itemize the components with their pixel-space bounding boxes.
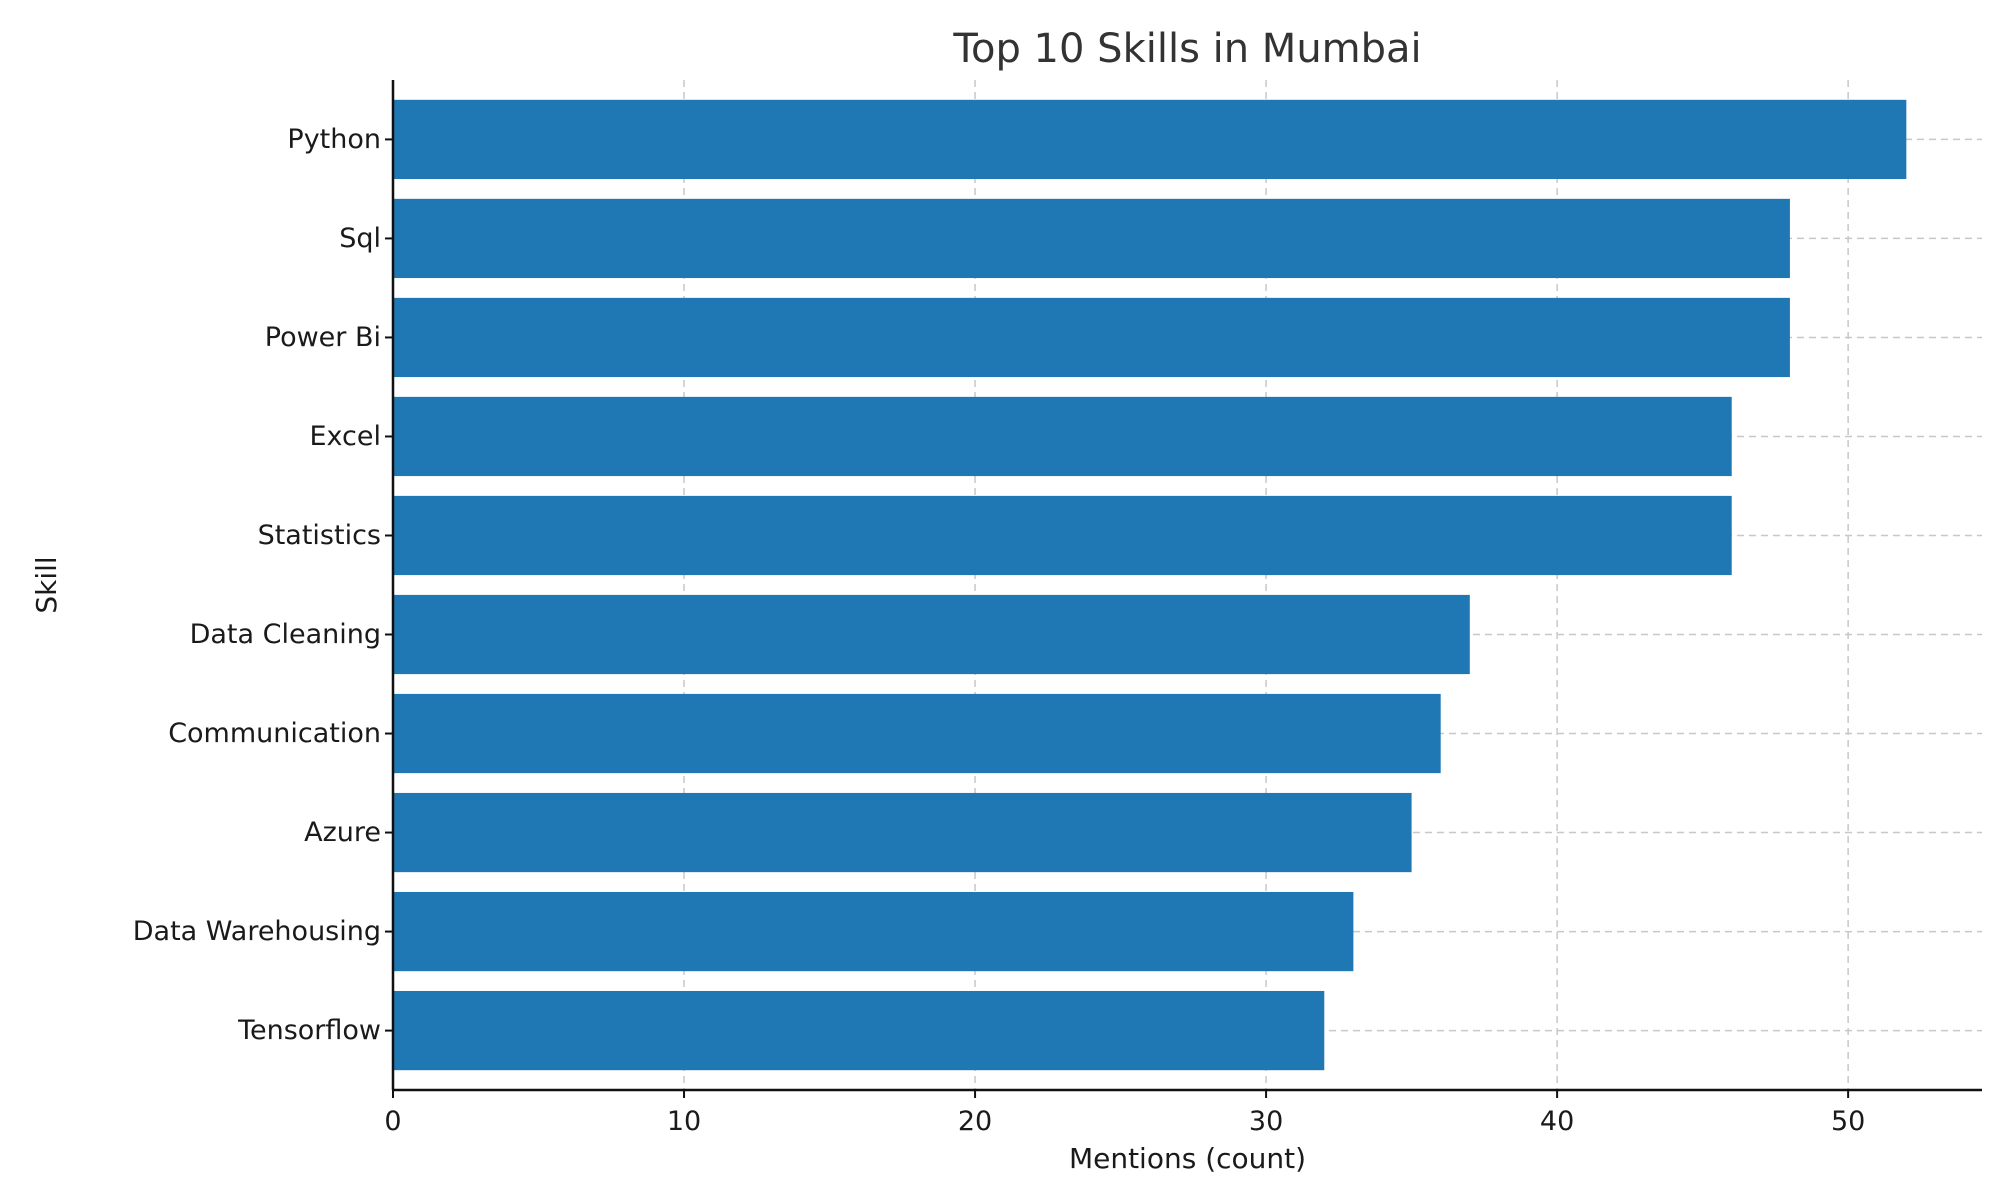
- bar: [393, 792, 1412, 873]
- y-tick-label: Sql: [339, 223, 381, 254]
- y-tick-label: Tensorflow: [237, 1015, 381, 1046]
- axes: [391, 80, 1982, 1092]
- x-tick-label: 40: [1540, 1106, 1574, 1137]
- y-axis-label: Skill: [30, 556, 63, 613]
- y-tick-label: Communication: [168, 718, 381, 749]
- x-axis-label: Mentions (count): [1069, 1142, 1306, 1175]
- y-tick-label: Statistics: [258, 520, 381, 551]
- bar: [393, 297, 1790, 378]
- y-tick-label: Data Cleaning: [190, 619, 381, 650]
- bar: [393, 693, 1441, 774]
- y-tick-label: Power Bi: [265, 322, 381, 353]
- x-tick-label: 0: [384, 1106, 401, 1137]
- x-tick-label: 50: [1831, 1106, 1865, 1137]
- y-tick-labels: Python Sql Power Bi Excel Statistics Data Cle…: [133, 124, 393, 1046]
- x-tick-label: 20: [958, 1106, 992, 1137]
- bars: [393, 99, 1907, 1071]
- bar: [393, 99, 1907, 180]
- bar: [393, 594, 1470, 675]
- bar: [393, 495, 1732, 576]
- bar: [393, 396, 1732, 477]
- y-tick-label: Data Warehousing: [133, 916, 381, 947]
- x-tick-label: 10: [667, 1106, 701, 1137]
- y-tick-label: Azure: [304, 817, 381, 848]
- x-tick-labels: 0 10 20 30 40 50: [384, 1090, 1865, 1137]
- x-tick-label: 30: [1249, 1106, 1283, 1137]
- bar: [393, 891, 1354, 972]
- y-tick-label: Python: [287, 124, 381, 155]
- bar: [393, 990, 1325, 1071]
- y-tick-label: Excel: [309, 421, 381, 452]
- bar: [393, 198, 1790, 279]
- chart-title: Top 10 Skills in Mumbai: [952, 26, 1421, 72]
